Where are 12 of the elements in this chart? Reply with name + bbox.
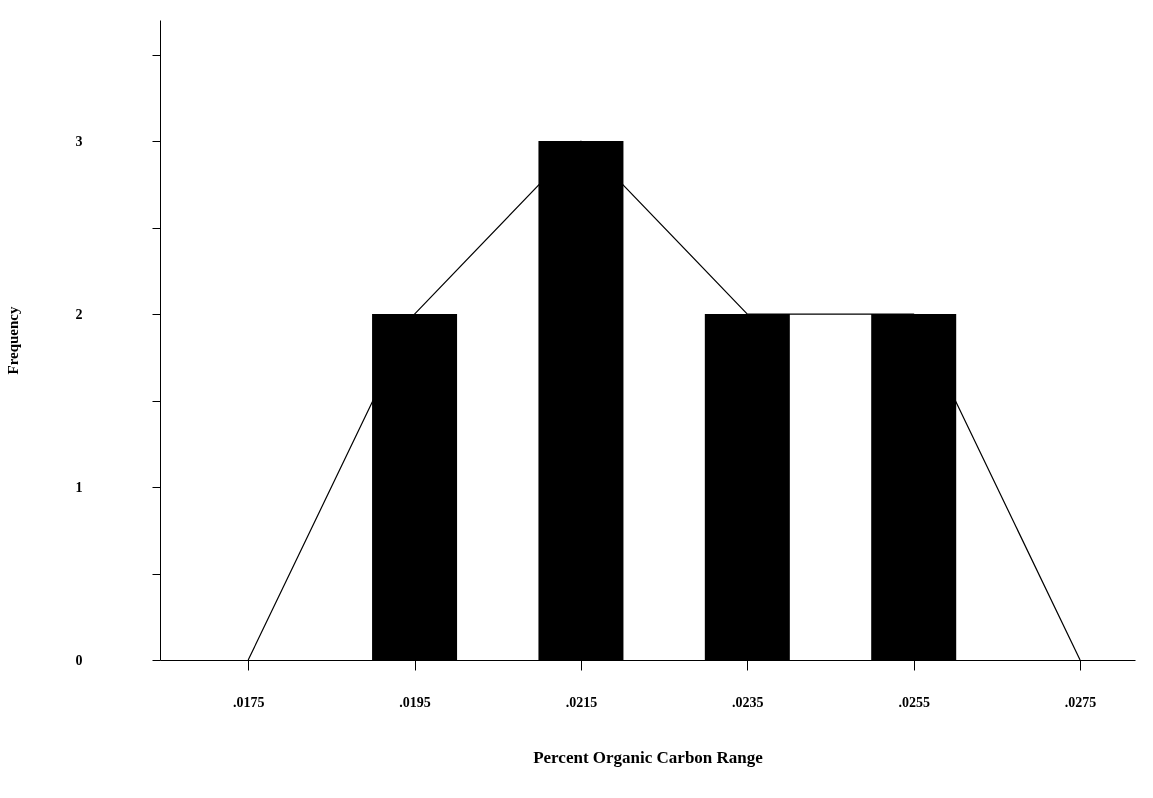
x-axis-title: Percent Organic Carbon Range bbox=[533, 747, 764, 767]
x-tick-label: .0235 bbox=[732, 694, 764, 710]
y-tick-label: 1 bbox=[75, 479, 83, 495]
y-tick-label: 3 bbox=[75, 133, 83, 149]
x-tick-label: .0255 bbox=[898, 694, 930, 710]
y-axis-title: Frequency bbox=[4, 305, 21, 375]
x-tick-label: .0275 bbox=[1064, 694, 1097, 710]
y-tick-label: 2 bbox=[75, 306, 83, 322]
x-tick-label: .0195 bbox=[399, 694, 431, 710]
x-tick-label: .0175 bbox=[232, 694, 265, 710]
x-tick-label: .0215 bbox=[565, 694, 598, 710]
y-tick-label: 0 bbox=[75, 652, 83, 668]
